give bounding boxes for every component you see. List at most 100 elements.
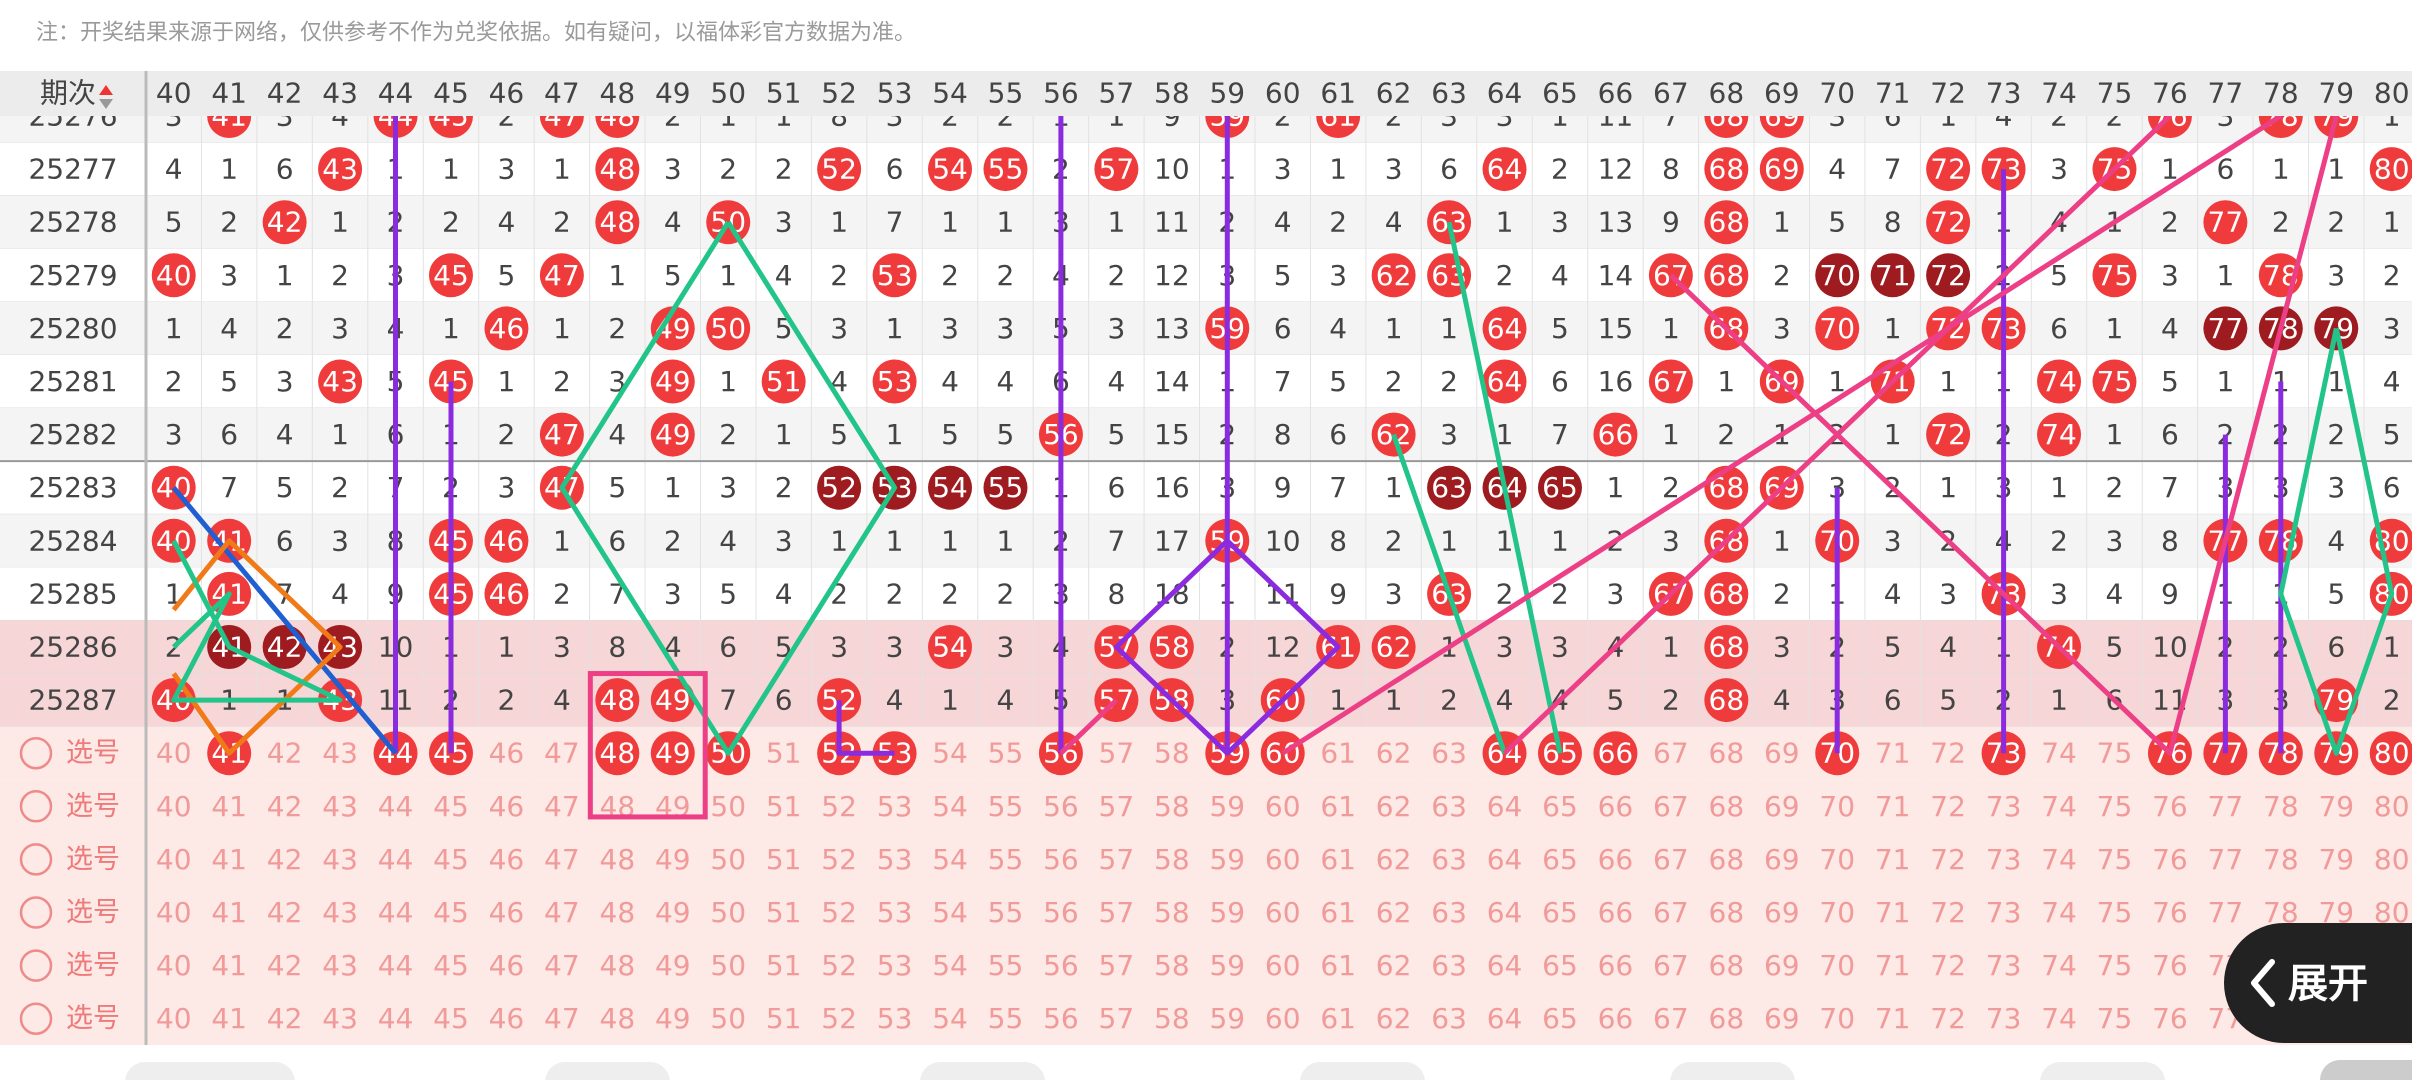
pick-number[interactable]: 45: [433, 843, 469, 876]
pick-number[interactable]: 49: [655, 949, 691, 982]
pick-number[interactable]: 73: [1986, 949, 2022, 982]
pick-number[interactable]: 42: [267, 790, 303, 823]
pick-number[interactable]: 45: [433, 896, 469, 929]
pick-number[interactable]: 55: [988, 790, 1024, 823]
pick-number[interactable]: 55: [988, 843, 1024, 876]
pick-number[interactable]: 55: [988, 1002, 1024, 1035]
pick-number[interactable]: 54: [932, 949, 968, 982]
pick-number[interactable]: 42: [267, 949, 303, 982]
pick-number[interactable]: 54: [932, 1002, 968, 1035]
pick-number[interactable]: 78: [2263, 790, 2299, 823]
pick-number[interactable]: 71: [1875, 790, 1911, 823]
pick-number[interactable]: 71: [1875, 896, 1911, 929]
pick-number[interactable]: 74: [2041, 949, 2077, 982]
pick-number[interactable]: 60: [1265, 896, 1301, 929]
pick-number[interactable]: 58: [1154, 843, 1190, 876]
pick-number[interactable]: 67: [1653, 949, 1689, 982]
pick-number[interactable]: 69: [1764, 790, 1800, 823]
pick-radio[interactable]: [19, 949, 53, 982]
pick-number[interactable]: 70: [1819, 1002, 1855, 1035]
pick-number[interactable]: 52: [821, 1002, 857, 1035]
pick-number[interactable]: 45: [433, 949, 469, 982]
pick-number[interactable]: 72: [1930, 737, 1966, 770]
pick-number[interactable]: 68: [1709, 896, 1745, 929]
pick-number[interactable]: 56: [1043, 1002, 1079, 1035]
pick-ball[interactable]: [2369, 731, 2412, 776]
pick-number[interactable]: 57: [1099, 790, 1135, 823]
pick-number[interactable]: 46: [489, 949, 525, 982]
pick-number[interactable]: 77: [2208, 896, 2244, 929]
pick-number[interactable]: 44: [378, 1002, 414, 1035]
pick-number[interactable]: 72: [1930, 1002, 1966, 1035]
pick-number[interactable]: 68: [1709, 949, 1745, 982]
pick-ball[interactable]: [595, 731, 640, 776]
pick-number[interactable]: 72: [1930, 949, 1966, 982]
pick-number[interactable]: 47: [544, 843, 580, 876]
pick-number[interactable]: 75: [2097, 1002, 2133, 1035]
pick-number[interactable]: 41: [211, 896, 247, 929]
pick-number[interactable]: 59: [1209, 843, 1245, 876]
pick-number[interactable]: 66: [1598, 896, 1634, 929]
pick-number[interactable]: 76: [2152, 949, 2188, 982]
pick-number[interactable]: 63: [1431, 949, 1467, 982]
pick-number[interactable]: 45: [433, 790, 469, 823]
pick-number[interactable]: 68: [1709, 1002, 1745, 1035]
pick-number[interactable]: 75: [2097, 843, 2133, 876]
pick-number[interactable]: 53: [877, 843, 913, 876]
pick-number[interactable]: 68: [1709, 790, 1745, 823]
pick-number[interactable]: 69: [1764, 737, 1800, 770]
pick-number[interactable]: 70: [1819, 843, 1855, 876]
pick-number[interactable]: 69: [1764, 1002, 1800, 1035]
pick-radio[interactable]: [19, 790, 53, 823]
pick-number[interactable]: 72: [1930, 843, 1966, 876]
pick-number[interactable]: 76: [2152, 1002, 2188, 1035]
pick-number[interactable]: 71: [1875, 843, 1911, 876]
pick-number[interactable]: 58: [1154, 790, 1190, 823]
pick-number[interactable]: 46: [489, 1002, 525, 1035]
pick-number[interactable]: 61: [1320, 790, 1356, 823]
pick-number[interactable]: 47: [544, 1002, 580, 1035]
pick-ball[interactable]: [650, 731, 695, 776]
pick-number[interactable]: 49: [655, 1002, 691, 1035]
pick-number[interactable]: 53: [877, 949, 913, 982]
pick-label[interactable]: 选号: [66, 844, 120, 875]
pick-number[interactable]: 40: [156, 790, 192, 823]
pick-number[interactable]: 65: [1542, 896, 1578, 929]
pick-number[interactable]: 66: [1598, 1002, 1634, 1035]
pick-number[interactable]: 52: [821, 790, 857, 823]
pick-number[interactable]: 50: [710, 1002, 746, 1035]
pick-number[interactable]: 50: [710, 896, 746, 929]
pick-number[interactable]: 43: [322, 843, 358, 876]
pick-number[interactable]: 46: [489, 790, 525, 823]
pick-radio[interactable]: [19, 1002, 53, 1035]
pick-number[interactable]: 46: [489, 843, 525, 876]
pick-label[interactable]: 选号: [66, 950, 120, 981]
pick-number[interactable]: 62: [1376, 790, 1412, 823]
pick-number[interactable]: 71: [1875, 949, 1911, 982]
pick-label[interactable]: 选号: [66, 897, 120, 928]
pick-number[interactable]: 56: [1043, 843, 1079, 876]
pick-number[interactable]: 57: [1099, 737, 1135, 770]
pick-number[interactable]: 56: [1043, 949, 1079, 982]
pick-number[interactable]: 68: [1709, 843, 1745, 876]
pick-number[interactable]: 72: [1930, 896, 1966, 929]
pick-number[interactable]: 60: [1265, 790, 1301, 823]
pick-number[interactable]: 74: [2041, 843, 2077, 876]
pick-number[interactable]: 60: [1265, 1002, 1301, 1035]
pick-label[interactable]: 选号: [66, 791, 120, 822]
pick-number[interactable]: 56: [1043, 896, 1079, 929]
pick-number[interactable]: 62: [1376, 896, 1412, 929]
pick-number[interactable]: 76: [2152, 843, 2188, 876]
pick-number[interactable]: 61: [1320, 737, 1356, 770]
pick-number[interactable]: 51: [766, 843, 802, 876]
pick-number[interactable]: 65: [1542, 949, 1578, 982]
pick-number[interactable]: 73: [1986, 896, 2022, 929]
pick-number[interactable]: 48: [600, 737, 636, 770]
pick-number[interactable]: 61: [1320, 949, 1356, 982]
pick-number[interactable]: 53: [877, 896, 913, 929]
pick-number[interactable]: 50: [710, 843, 746, 876]
pick-number[interactable]: 54: [932, 843, 968, 876]
pick-number[interactable]: 70: [1819, 896, 1855, 929]
period-header[interactable]: 期次: [40, 77, 96, 110]
pick-number[interactable]: 54: [932, 737, 968, 770]
